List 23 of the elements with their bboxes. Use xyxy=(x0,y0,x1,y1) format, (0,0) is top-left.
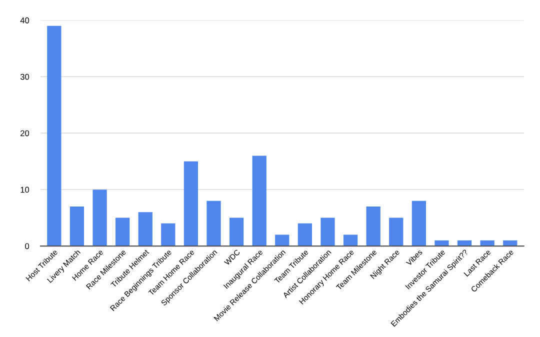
bar xyxy=(138,212,152,246)
bar xyxy=(275,234,290,246)
bar xyxy=(184,161,198,246)
bar xyxy=(412,200,426,246)
bar xyxy=(229,218,244,246)
y-tick-label: 0 xyxy=(25,243,30,250)
bar xyxy=(47,26,62,246)
bar xyxy=(320,218,335,246)
bar xyxy=(343,234,358,246)
bar xyxy=(161,223,176,246)
bar xyxy=(366,206,380,246)
bar xyxy=(92,190,107,246)
bar xyxy=(206,200,221,246)
y-tick-label: 20 xyxy=(20,130,30,136)
bar xyxy=(252,156,266,246)
y-tick-label: 30 xyxy=(20,74,30,80)
bar xyxy=(389,218,404,246)
y-tick-label: 40 xyxy=(20,17,30,24)
bar xyxy=(116,218,130,246)
bar xyxy=(70,206,84,246)
bar xyxy=(298,223,312,246)
y-tick-label: 10 xyxy=(20,186,30,193)
bar xyxy=(434,240,449,246)
